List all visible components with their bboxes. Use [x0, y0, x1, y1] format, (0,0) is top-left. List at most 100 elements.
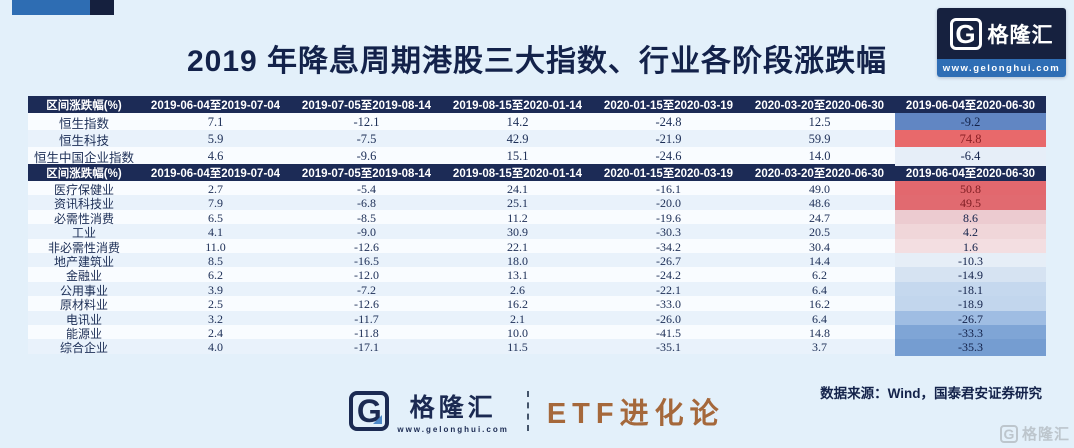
- table-cell: -33.0: [656, 297, 681, 312]
- table-cell: -24.2: [656, 268, 681, 283]
- table-cell: -34.2: [656, 239, 681, 254]
- heatmap-cell: -10.3: [895, 252, 1046, 270]
- table-cell: 16.2: [809, 297, 830, 312]
- table-row: 电讯业 3.2 -11.7 2.1 -26.0 6.4 -26.7: [28, 310, 1046, 328]
- row-label: 恒生指数: [58, 117, 109, 131]
- footer-logo-texts: 格隆汇 www.gelonghui.com: [397, 388, 508, 434]
- row-label: 资讯科技业: [53, 197, 114, 212]
- watermark: G 格隆汇: [999, 423, 1070, 444]
- footer-divider: [526, 391, 529, 431]
- column-header: 2019-08-15至2020-01-14: [452, 99, 583, 112]
- table-cell: 16.2: [507, 297, 528, 312]
- gelonghui-g-icon: G: [349, 391, 390, 431]
- column-header: 2020-03-20至2020-06-30: [754, 167, 885, 180]
- corner-label: 区间涨跌幅(%): [46, 167, 122, 180]
- table-cell: 4.0: [208, 340, 223, 355]
- page-title: 2019 年降息周期港股三大指数、行业各阶段涨跌幅: [186, 45, 888, 78]
- industry-table: 区间涨跌幅(%) 2019-06-04至2019-07-04 2019-07-0…: [28, 164, 1046, 357]
- table-cell: -12.1: [353, 115, 380, 129]
- table-cell: 6.2: [812, 268, 827, 283]
- table-row: 医疗保健业 2.7 -5.4 24.1 -16.1 49.0 50.8: [28, 181, 1046, 198]
- gelonghui-g-icon: G: [999, 424, 1018, 443]
- table-cell: 7.9: [208, 196, 223, 211]
- table-cell: -21.9: [655, 132, 682, 146]
- industry-table-header: 区间涨跌幅(%) 2019-06-04至2019-07-04 2019-07-0…: [28, 164, 1046, 181]
- brand-badge-top: G 格隆汇: [937, 8, 1066, 59]
- table-row: 非必需性消费 11.0 -12.6 22.1 -34.2 30.4 1.6: [28, 238, 1046, 256]
- row-label: 电讯业: [65, 312, 102, 327]
- column-header: 2019-08-15至2020-01-14: [452, 167, 583, 180]
- table-row: 综合企业 4.0 -17.1 11.5 -35.1 3.7 -35.3: [28, 339, 1046, 357]
- table-cell: 2.5: [208, 297, 223, 312]
- table-cell: -16.1: [656, 182, 681, 196]
- table-row: 恒生指数 7.1 -12.1 14.2 -24.8 12.5 -9.2: [28, 113, 1046, 132]
- table-cell: -19.6: [656, 210, 681, 225]
- heatmap-cell: 8.6: [895, 209, 1046, 227]
- column-header: 2019-06-04至2020-06-30: [905, 99, 1036, 112]
- table-cell: -17.1: [354, 340, 379, 355]
- table-cell: 6.5: [208, 210, 223, 225]
- table-cell: -30.3: [656, 225, 681, 240]
- table-cell: 11.2: [507, 210, 528, 225]
- heatmap-cell: 1.6: [895, 238, 1046, 256]
- row-label: 能源业: [65, 326, 102, 341]
- table-cell: 2.4: [208, 325, 223, 340]
- table-cell: -7.5: [356, 132, 377, 146]
- index-table-header: 区间涨跌幅(%) 2019-06-04至2019-07-04 2019-07-0…: [28, 96, 1046, 113]
- table-cell: 13.1: [507, 268, 528, 283]
- column-header: 2019-07-05至2019-08-14: [301, 99, 432, 112]
- brand-badge-url: www.gelonghui.com: [937, 59, 1066, 77]
- row-label: 原材料业: [59, 298, 108, 313]
- table-cell: 10.0: [507, 325, 528, 340]
- table-cell: 6.4: [812, 282, 827, 297]
- table-cell: 42.9: [506, 132, 529, 146]
- corner-label: 区间涨跌幅(%): [46, 99, 122, 112]
- brand-badge-name: 格隆汇: [987, 23, 1054, 47]
- table-cell: 3.7: [812, 340, 827, 355]
- row-label: 医疗保健业: [53, 183, 114, 197]
- data-source: 数据来源：Wind，国泰君安证券研究: [820, 386, 1042, 401]
- row-label: 地产建筑业: [53, 254, 114, 269]
- table-cell: 5.9: [207, 132, 224, 146]
- table-cell: 22.1: [507, 239, 528, 254]
- table-cell: -11.7: [354, 311, 379, 326]
- row-label: 恒生科技: [58, 134, 109, 148]
- row-label: 综合企业: [59, 341, 108, 356]
- footer: G 格隆汇 www.gelonghui.com ETF进化论: [0, 388, 1074, 434]
- heatmap-cell: -33.3: [895, 324, 1046, 342]
- decor-bar-blue: [12, 0, 90, 15]
- program-name: ETF进化论: [546, 398, 725, 430]
- table-cell: 14.2: [506, 115, 529, 129]
- table-cell: 59.9: [808, 132, 831, 146]
- table-cell: -12.6: [354, 239, 379, 254]
- table-row: 能源业 2.4 -11.8 10.0 -41.5 14.8 -33.3: [28, 324, 1046, 342]
- heatmap-cell: -14.9: [895, 267, 1046, 285]
- table-cell: -9.0: [357, 225, 376, 240]
- table-cell: -6.8: [357, 196, 376, 211]
- table-cell: -11.8: [354, 325, 379, 340]
- table-cell: 3.9: [208, 282, 223, 297]
- heatmap-cell: 49.5: [895, 195, 1046, 213]
- column-header: 2020-01-15至2020-03-19: [603, 99, 734, 112]
- table-cell: -35.1: [656, 340, 681, 355]
- table-row: 原材料业 2.5 -12.6 16.2 -33.0 16.2 -18.9: [28, 296, 1046, 314]
- table-cell: 11.5: [507, 340, 528, 355]
- heatmap-cell: -18.1: [895, 281, 1046, 299]
- table-cell: -12.6: [354, 297, 379, 312]
- heatmap-cell: -18.9: [895, 296, 1046, 314]
- table-cell: -8.5: [357, 210, 376, 225]
- gelonghui-g-icon: G: [949, 17, 982, 50]
- brand-badge: G 格隆汇 www.gelonghui.com: [937, 8, 1066, 77]
- table-cell: -41.5: [656, 325, 681, 340]
- table-cell: 24.1: [507, 182, 528, 196]
- table-cell: 20.5: [809, 225, 830, 240]
- index-table: 区间涨跌幅(%) 2019-06-04至2019-07-04 2019-07-0…: [28, 96, 1046, 166]
- table-cell: -24.8: [655, 115, 682, 129]
- table-cell: 4.6: [207, 149, 224, 163]
- table-cell: 24.7: [809, 210, 830, 225]
- industry-table-body: 医疗保健业 2.7 -5.4 24.1 -16.1 49.0 50.8 资讯科技业 7.9 -6.…: [28, 181, 1046, 357]
- row-label: 恒生中国企业指数: [33, 151, 134, 165]
- heatmap-cell: -6.4: [895, 147, 1046, 166]
- heatmap-cell: 50.8: [895, 181, 1046, 198]
